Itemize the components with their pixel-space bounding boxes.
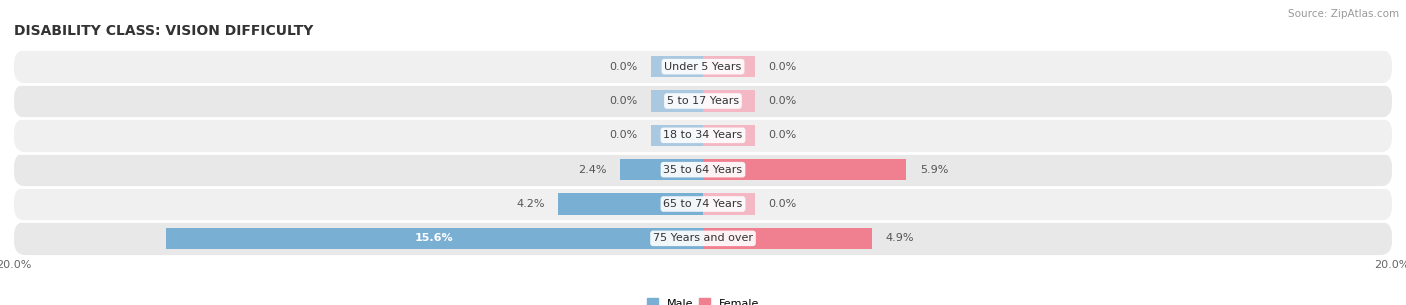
FancyBboxPatch shape: [14, 221, 1392, 256]
Text: 35 to 64 Years: 35 to 64 Years: [664, 165, 742, 175]
Text: 0.0%: 0.0%: [769, 96, 797, 106]
Bar: [703, 159, 907, 180]
Bar: [558, 193, 703, 215]
FancyBboxPatch shape: [14, 49, 1392, 84]
Text: 15.6%: 15.6%: [415, 233, 454, 243]
Text: Source: ZipAtlas.com: Source: ZipAtlas.com: [1288, 9, 1399, 19]
Bar: [703, 90, 755, 112]
Bar: [703, 125, 755, 146]
Bar: [651, 125, 703, 146]
Bar: [166, 228, 703, 249]
Bar: [651, 90, 703, 112]
Text: 0.0%: 0.0%: [609, 62, 637, 72]
Text: 0.0%: 0.0%: [769, 199, 797, 209]
Text: 65 to 74 Years: 65 to 74 Years: [664, 199, 742, 209]
FancyBboxPatch shape: [14, 118, 1392, 152]
Text: 2.4%: 2.4%: [578, 165, 606, 175]
Text: 0.0%: 0.0%: [609, 130, 637, 140]
Text: 18 to 34 Years: 18 to 34 Years: [664, 130, 742, 140]
FancyBboxPatch shape: [14, 152, 1392, 187]
Text: 0.0%: 0.0%: [769, 130, 797, 140]
Bar: [620, 159, 703, 180]
Text: 0.0%: 0.0%: [769, 62, 797, 72]
Text: 5.9%: 5.9%: [920, 165, 949, 175]
Text: 4.9%: 4.9%: [886, 233, 914, 243]
Bar: [703, 56, 755, 77]
Text: 75 Years and over: 75 Years and over: [652, 233, 754, 243]
FancyBboxPatch shape: [14, 187, 1392, 221]
Text: Under 5 Years: Under 5 Years: [665, 62, 741, 72]
FancyBboxPatch shape: [14, 84, 1392, 118]
Text: 4.2%: 4.2%: [516, 199, 544, 209]
Text: 5 to 17 Years: 5 to 17 Years: [666, 96, 740, 106]
Bar: [703, 193, 755, 215]
Bar: [651, 56, 703, 77]
Legend: Male, Female: Male, Female: [647, 298, 759, 305]
Text: DISABILITY CLASS: VISION DIFFICULTY: DISABILITY CLASS: VISION DIFFICULTY: [14, 24, 314, 38]
Text: 0.0%: 0.0%: [609, 96, 637, 106]
Bar: [703, 228, 872, 249]
